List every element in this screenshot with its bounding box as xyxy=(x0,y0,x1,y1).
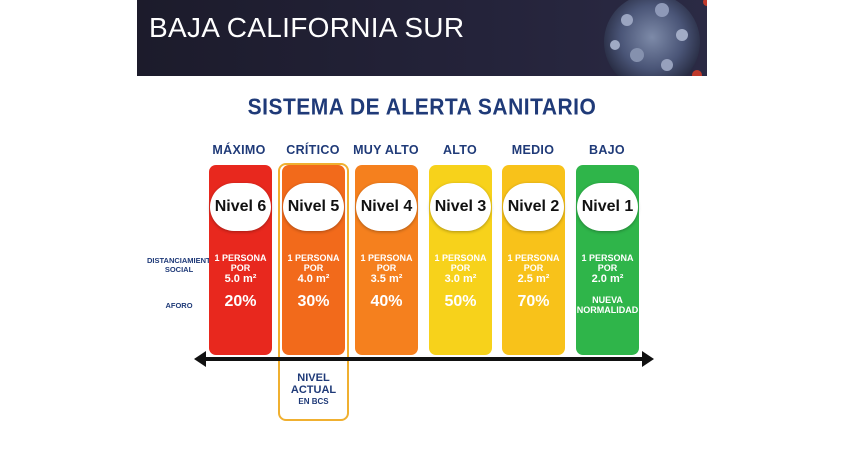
level-6-heading: MÁXIMO xyxy=(212,143,266,157)
level-6-distancing: 1 PERSONA POR 5.0 m² xyxy=(209,253,272,285)
current-level-frame xyxy=(278,163,349,421)
level-2-aforo: 70% xyxy=(517,293,550,310)
level-5-distancing-line1: 1 PERSONA POR xyxy=(287,253,340,273)
level-4-distancing: 1 PERSONA POR 3.5 m² xyxy=(355,253,418,285)
level-3-column: Nivel 3 1 PERSONA POR 3.0 m² 50% xyxy=(429,165,492,355)
level-6-badge-text: Nivel 6 xyxy=(214,198,267,215)
level-3-badge-text: Nivel 3 xyxy=(434,198,487,215)
current-level-line1: NIVEL xyxy=(297,372,330,384)
level-2-heading: MEDIO xyxy=(511,143,555,157)
level-6-aforo: 20% xyxy=(224,293,257,310)
level-5-heading: CRÍTICO xyxy=(286,143,340,157)
level-4-heading: MUY ALTO xyxy=(353,143,419,157)
level-3-distancing: 1 PERSONA POR 3.0 m² xyxy=(429,253,492,285)
level-3-aforo: 50% xyxy=(444,293,477,310)
level-3-badge: Nivel 3 xyxy=(430,183,491,231)
level-6-distancing-line1: 1 PERSONA POR xyxy=(214,253,267,273)
header-title: BAJA CALIFORNIA SUR xyxy=(149,12,465,43)
page-title: SISTEMA DE ALERTA SANITARIO xyxy=(247,94,597,121)
level-5-badge: Nivel 5 xyxy=(283,183,344,231)
distanciamiento-label-line1: DISTANCIAMIENTO xyxy=(147,256,217,265)
level-2-badge: Nivel 2 xyxy=(503,183,564,231)
level-5-column: Nivel 5 1 PERSONA POR 4.0 m² 30% xyxy=(282,165,345,355)
level-4-column: Nivel 4 1 PERSONA POR 3.5 m² 40% xyxy=(355,165,418,355)
level-6-distancing-value: 5.0 m² xyxy=(224,273,257,285)
level-4-distancing-value: 3.5 m² xyxy=(370,273,403,285)
level-1-aforo-line2: NORMALIDAD xyxy=(576,305,639,315)
aforo-label: AFORO xyxy=(165,301,193,310)
level-4-distancing-line1: 1 PERSONA POR xyxy=(360,253,413,273)
level-1-distancing-value: 2.0 m² xyxy=(591,273,624,285)
arrow-left-icon xyxy=(194,351,206,367)
level-1-distancing: 1 PERSONA POR 2.0 m² xyxy=(576,253,639,285)
scale-axis-line xyxy=(201,357,649,361)
level-2-column: Nivel 2 1 PERSONA POR 2.5 m² 70% xyxy=(502,165,565,355)
level-3-heading: ALTO xyxy=(442,143,478,157)
level-5-distancing: 1 PERSONA POR 4.0 m² xyxy=(282,253,345,285)
level-1-aforo-line1: NUEVA xyxy=(592,295,623,305)
arrow-right-icon xyxy=(642,351,654,367)
current-level-line2: ACTUAL xyxy=(290,384,337,396)
level-5-distancing-value: 4.0 m² xyxy=(297,273,330,285)
level-3-distancing-value: 3.0 m² xyxy=(444,273,477,285)
virus-image-icon xyxy=(604,0,707,76)
slide: BAJA CALIFORNIA SUR SISTEMA DE ALERTA SA… xyxy=(137,0,707,450)
level-1-badge: Nivel 1 xyxy=(577,183,638,231)
level-2-badge-text: Nivel 2 xyxy=(507,198,560,215)
distanciamiento-label-line2: SOCIAL xyxy=(164,265,194,274)
level-2-distancing-line1: 1 PERSONA POR xyxy=(507,253,560,273)
level-3-distancing-line1: 1 PERSONA POR xyxy=(434,253,487,273)
level-2-distancing: 1 PERSONA POR 2.5 m² xyxy=(502,253,565,285)
level-1-badge-text: Nivel 1 xyxy=(581,198,634,215)
level-4-badge: Nivel 4 xyxy=(356,183,417,231)
level-2-distancing-value: 2.5 m² xyxy=(517,273,550,285)
header-banner: BAJA CALIFORNIA SUR xyxy=(137,0,707,76)
level-4-aforo: 40% xyxy=(370,293,403,310)
level-1-distancing-line1: 1 PERSONA POR xyxy=(581,253,634,273)
level-1-column: Nivel 1 1 PERSONA POR 2.0 m² NUEVA NORMA… xyxy=(576,165,639,355)
level-6-badge: Nivel 6 xyxy=(210,183,271,231)
level-4-badge-text: Nivel 4 xyxy=(360,198,413,215)
level-1-heading: BAJO xyxy=(589,143,625,157)
current-level-label: NIVEL ACTUAL EN BCS xyxy=(278,372,349,408)
level-5-badge-text: Nivel 5 xyxy=(287,198,340,215)
level-5-aforo: 30% xyxy=(297,293,330,310)
current-level-line3: EN BCS xyxy=(298,397,329,406)
level-1-aforo: NUEVA NORMALIDAD xyxy=(576,295,639,315)
distanciamiento-label: DISTANCIAMIENTO SOCIAL xyxy=(147,256,217,274)
level-6-column: Nivel 6 1 PERSONA POR 5.0 m² 20% xyxy=(209,165,272,355)
